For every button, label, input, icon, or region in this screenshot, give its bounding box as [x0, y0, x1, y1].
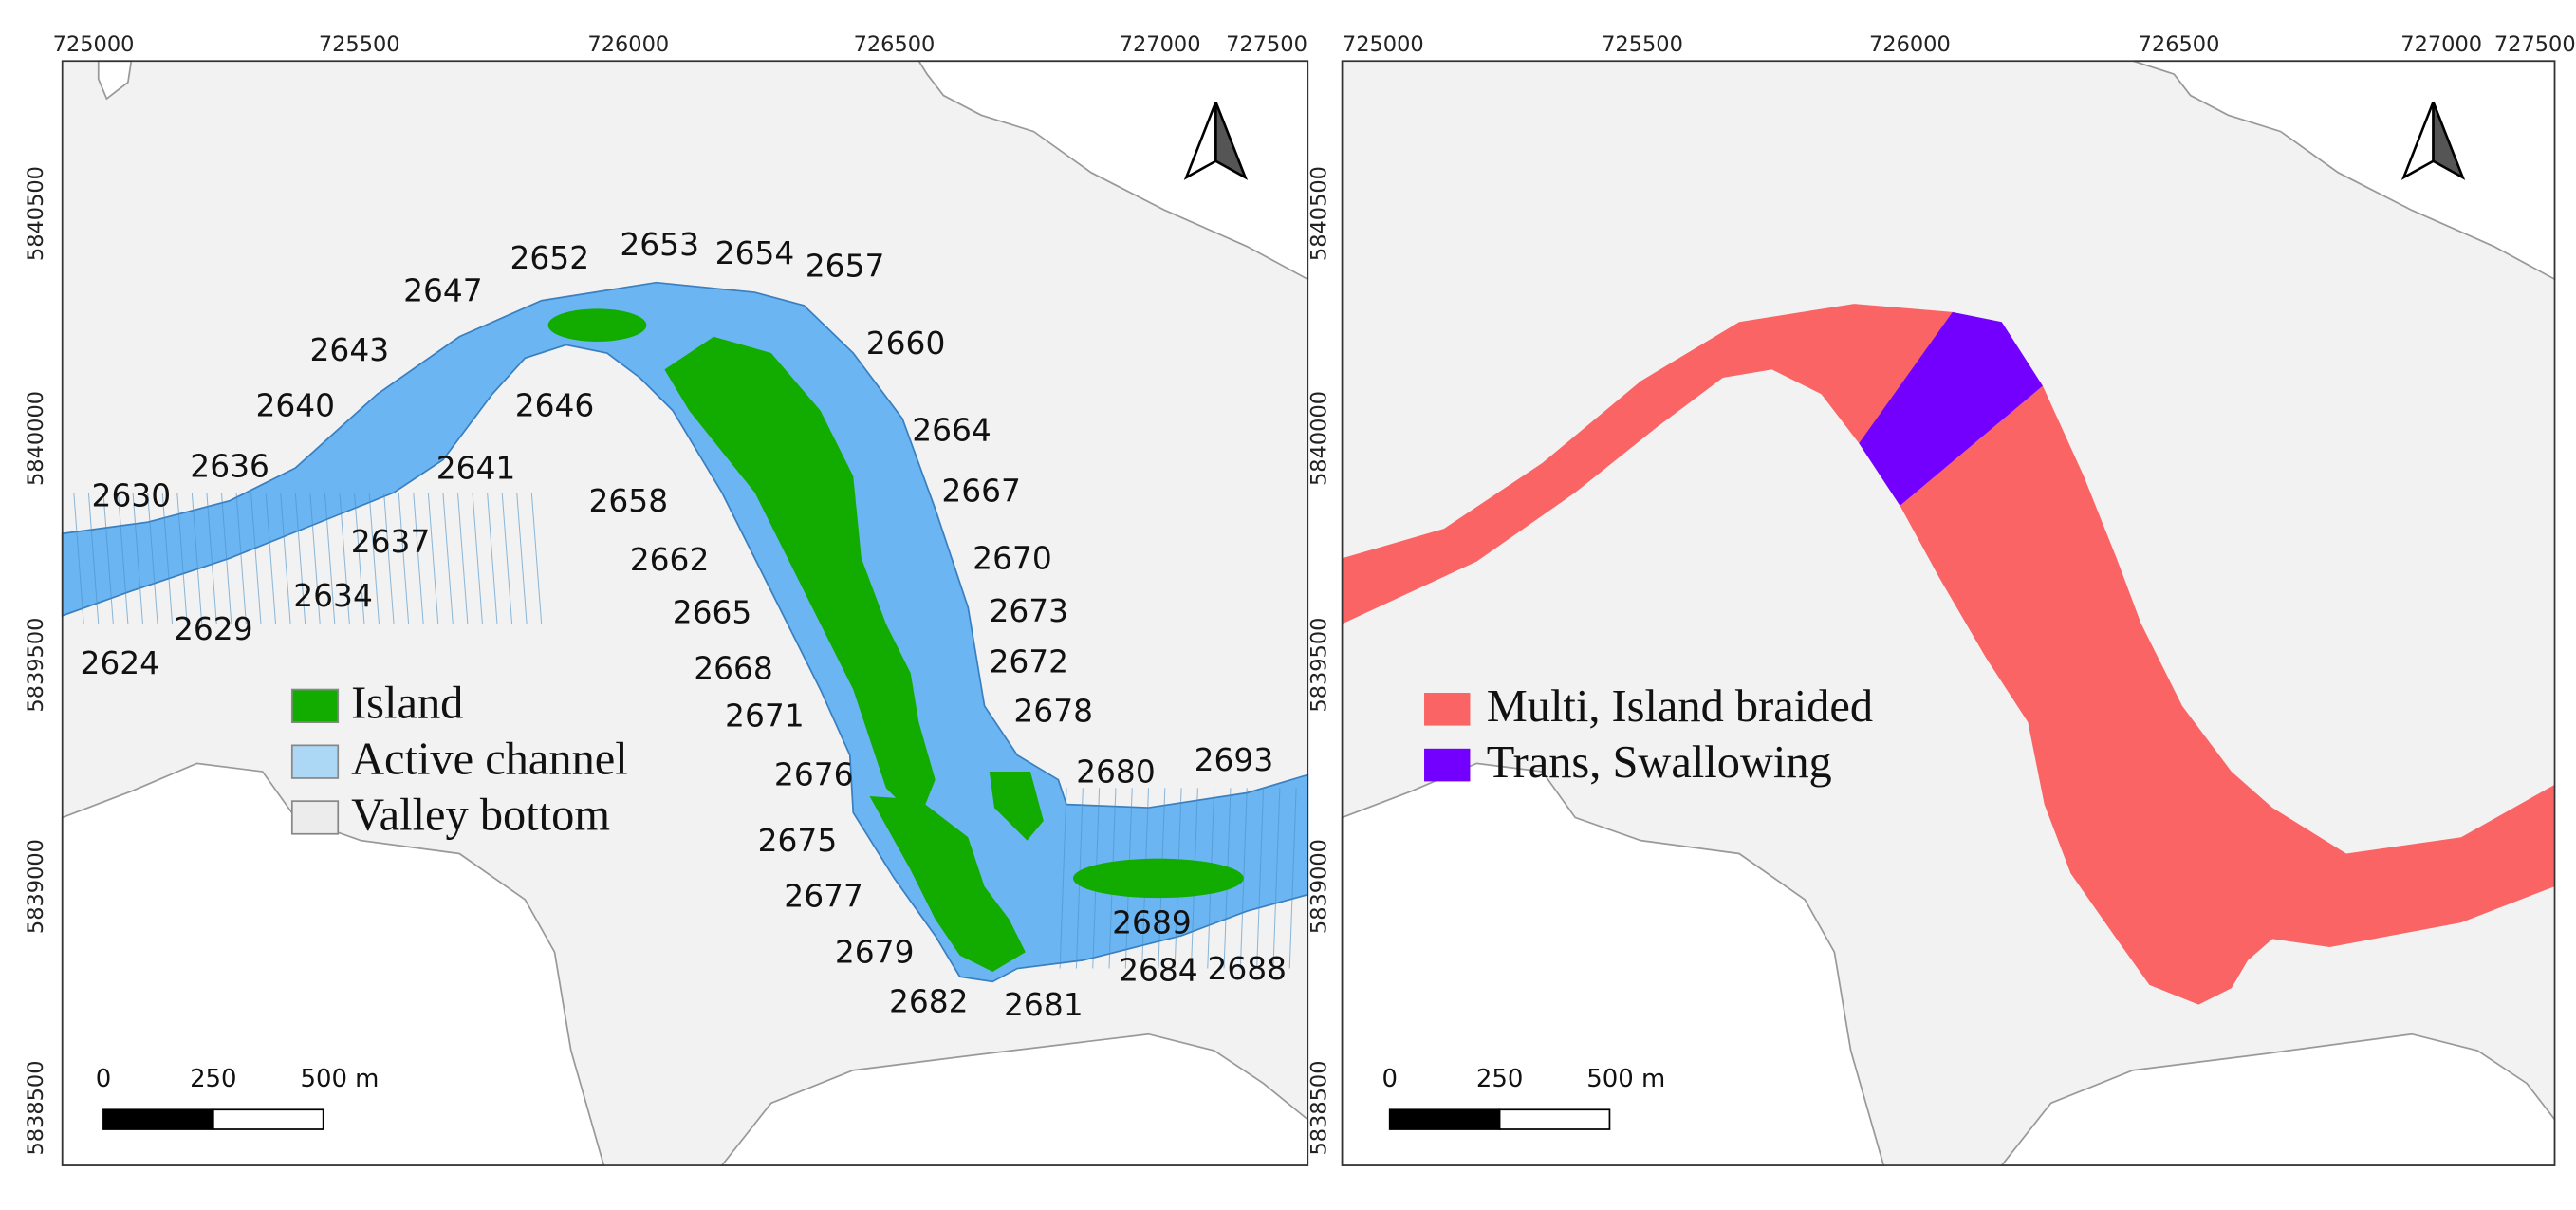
x-tick-label: 726500	[2139, 32, 2220, 57]
legend-swatch-valley	[290, 800, 340, 835]
legend-swatch-trans	[1424, 748, 1471, 782]
x-tick-label: 727500	[1226, 32, 1307, 57]
legend: Island Active channel Valley bottom	[290, 679, 628, 840]
scale-label: 500 m	[300, 1065, 379, 1093]
multi-island-braided-reach	[1900, 385, 2555, 1005]
scale-label: 0	[1381, 1065, 1398, 1093]
transect-label: 2675	[758, 823, 838, 859]
transect-label: 2647	[403, 273, 483, 309]
x-tick-label: 726000	[587, 32, 669, 57]
transect-label: 2681	[1004, 987, 1084, 1023]
transect-label: 2664	[912, 413, 991, 449]
transect-label: 2630	[92, 478, 172, 514]
y-tick-label: 5840500	[1307, 166, 1331, 261]
y-tick-label: 5839500	[24, 618, 48, 713]
island	[664, 336, 936, 821]
legend: Multi, Island braided Trans, Swallowing	[1424, 681, 1873, 788]
transect-label: 2667	[941, 474, 1021, 510]
x-tick-label: 726500	[854, 32, 936, 57]
island	[869, 795, 1026, 972]
scale-label: 250	[1476, 1065, 1523, 1093]
transect-label: 2662	[630, 542, 710, 578]
transect-label: 2672	[989, 643, 1068, 679]
transect-label: 2671	[725, 698, 805, 734]
map-frame	[1341, 60, 2556, 1166]
y-tick-label: 5839000	[24, 839, 48, 934]
trans-swallowing-reach	[1859, 311, 2043, 506]
x-tick-label: 725500	[1602, 32, 1683, 57]
multi-island-braided-reach	[1342, 304, 1953, 624]
north-arrow-icon	[1183, 101, 1249, 180]
transect-label: 2637	[351, 524, 431, 560]
legend-swatch-channel	[290, 744, 340, 779]
island	[547, 308, 647, 342]
map-frame	[61, 60, 1309, 1166]
north-arrow-icon	[2400, 101, 2466, 180]
scale-label: 250	[190, 1065, 236, 1093]
x-tick-label: 725000	[1343, 32, 1424, 57]
transect-label: 2646	[515, 388, 595, 424]
transect-label: 2629	[174, 611, 253, 647]
transect-label: 2670	[973, 540, 1052, 576]
transect-label: 2688	[1207, 951, 1287, 987]
transect-label: 2653	[620, 227, 699, 263]
transect-label: 2676	[774, 757, 854, 793]
scale-label: 0	[96, 1065, 112, 1093]
legend-label: Valley bottom	[351, 790, 610, 840]
transect-label: 2673	[989, 593, 1068, 629]
left-map-panel: 2630 2636 2640 2643 2647 2652 2653 2654 2657 2660…	[61, 60, 1309, 1166]
transect-label: 2634	[293, 578, 373, 614]
transect-label: 2689	[1112, 904, 1192, 940]
scale-bar: 0 250 500 m	[96, 1065, 379, 1130]
transect-label: 2624	[80, 645, 159, 681]
legend-label: Multi, Island braided	[1487, 681, 1873, 732]
transect-label: 2658	[589, 483, 669, 519]
scale-label: 500 m	[1586, 1065, 1665, 1093]
y-tick-label: 5840000	[24, 391, 48, 486]
x-tick-label: 725500	[319, 32, 400, 57]
x-tick-label: 727000	[1120, 32, 1201, 57]
transect-label: 2652	[510, 240, 590, 276]
transect-label: 2682	[889, 983, 969, 1019]
transect-label: 2636	[190, 449, 269, 485]
y-tick-label: 5838500	[24, 1060, 48, 1155]
transect-label: 2693	[1195, 742, 1274, 778]
transect-label: 2679	[835, 934, 915, 970]
scale-bar: 0 250 500 m	[1381, 1065, 1665, 1130]
transect-label: 2641	[436, 450, 516, 486]
legend-label: Island	[351, 679, 463, 729]
x-tick-label: 727500	[2494, 32, 2576, 57]
legend-label: Active channel	[351, 734, 628, 784]
y-tick-label: 5839000	[1307, 839, 1331, 934]
legend-label: Trans, Swallowing	[1487, 737, 1832, 788]
y-tick-label: 5840000	[1307, 391, 1331, 486]
transect-lines	[73, 493, 1297, 969]
transect-label: 2643	[310, 332, 390, 368]
right-map-panel: Multi, Island braided Trans, Swallowing …	[1341, 60, 2556, 1166]
transect-label: 2678	[1013, 693, 1093, 729]
legend-swatch-island	[290, 688, 340, 724]
x-tick-label: 727000	[2400, 32, 2482, 57]
y-tick-label: 5840500	[24, 166, 48, 261]
transect-label: 2640	[255, 388, 335, 424]
transect-label: 2668	[694, 650, 773, 686]
transect-label: 2654	[715, 235, 795, 271]
transect-label: 2657	[806, 249, 885, 285]
transect-label: 2680	[1076, 754, 1156, 790]
transect-label: 2665	[673, 595, 752, 631]
transect-label: 2677	[784, 879, 863, 915]
transect-label: 2660	[866, 326, 946, 362]
y-tick-label: 5838500	[1307, 1060, 1331, 1155]
x-tick-label: 725000	[53, 32, 135, 57]
legend-swatch-multi	[1424, 693, 1471, 726]
island	[989, 772, 1044, 841]
transect-label: 2684	[1119, 952, 1198, 988]
island	[1072, 858, 1244, 899]
y-tick-label: 5839500	[1307, 618, 1331, 713]
x-tick-label: 726000	[1869, 32, 1951, 57]
